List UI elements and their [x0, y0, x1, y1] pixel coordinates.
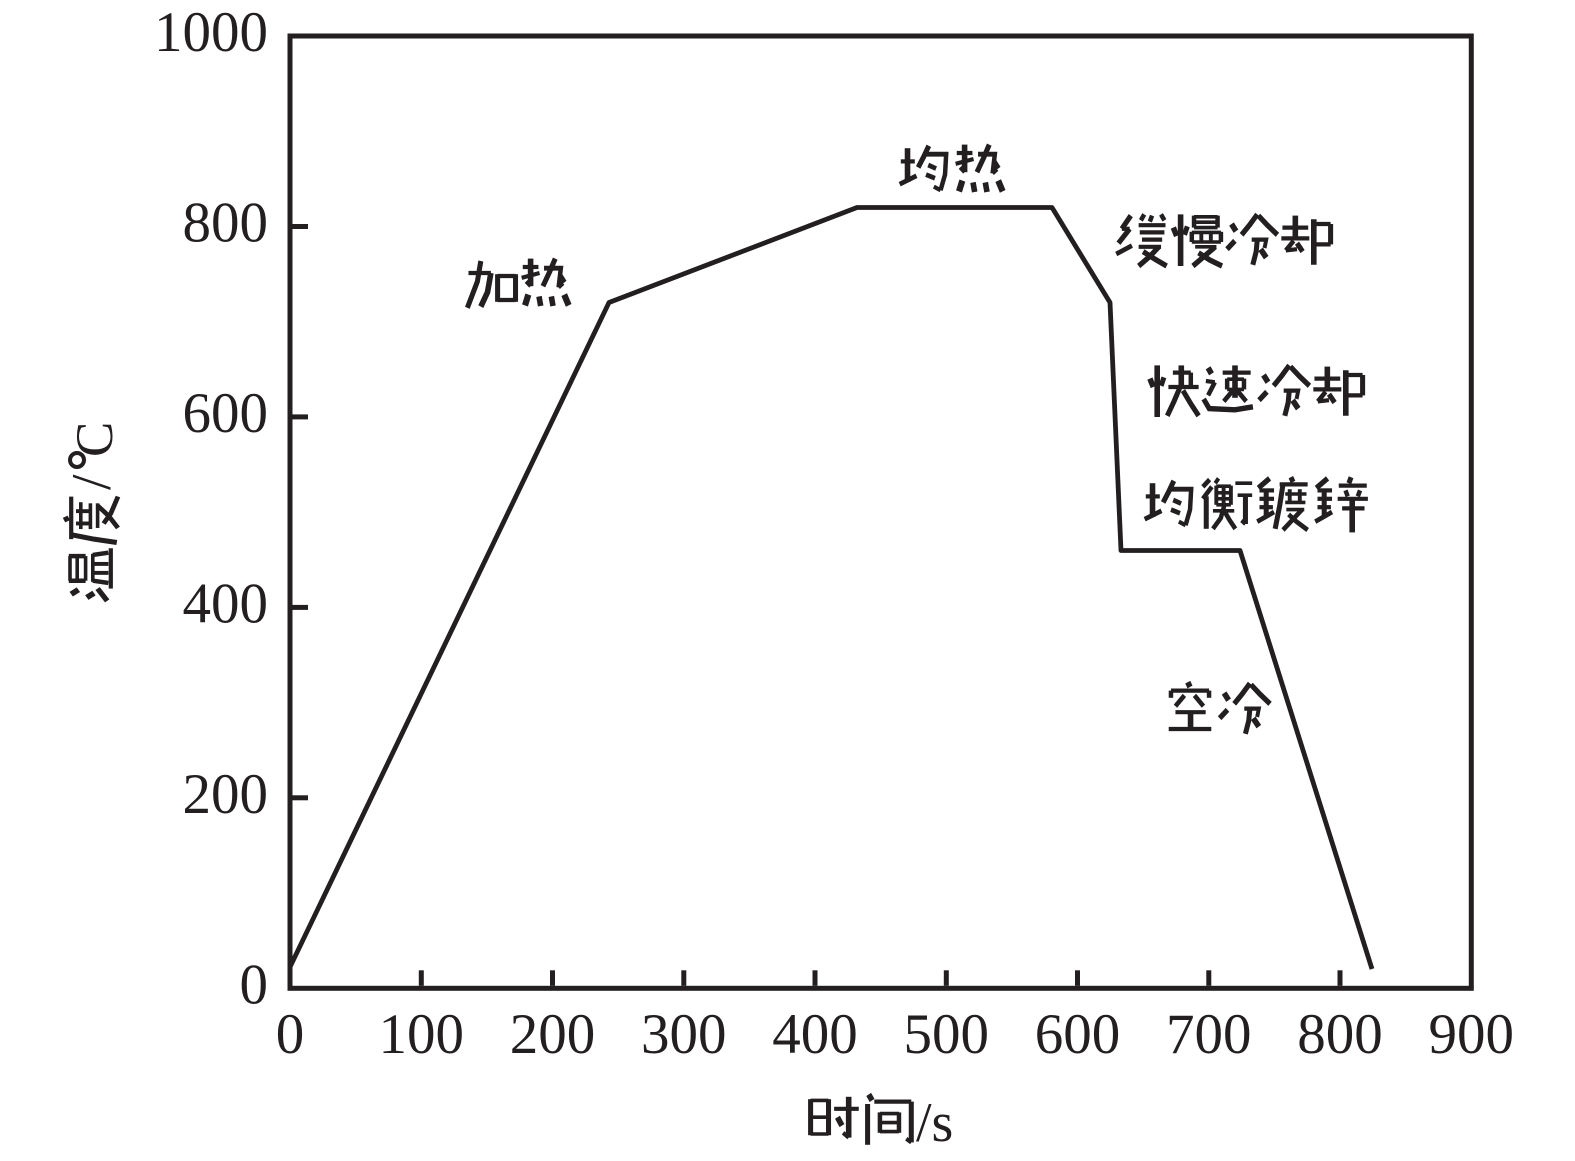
svg-text:0: 0: [276, 1003, 305, 1066]
svg-text:100: 100: [379, 1003, 465, 1066]
svg-text:900: 900: [1429, 1003, 1515, 1066]
svg-text:800: 800: [1297, 1003, 1383, 1066]
svg-text:C: C: [66, 422, 124, 457]
svg-text:/s: /s: [916, 1092, 953, 1154]
svg-text:400: 400: [183, 572, 269, 635]
svg-text:/: /: [61, 474, 123, 490]
svg-text:500: 500: [904, 1003, 990, 1066]
svg-text:1000: 1000: [154, 1, 268, 64]
svg-text:600: 600: [1035, 1003, 1121, 1066]
svg-text:0: 0: [240, 953, 269, 1016]
svg-text:400: 400: [772, 1003, 858, 1066]
svg-text:800: 800: [183, 192, 269, 255]
svg-text:700: 700: [1166, 1003, 1252, 1066]
svg-text:200: 200: [510, 1003, 596, 1066]
svg-text:200: 200: [183, 763, 269, 826]
svg-text:600: 600: [183, 382, 269, 445]
svg-text:300: 300: [641, 1003, 727, 1066]
